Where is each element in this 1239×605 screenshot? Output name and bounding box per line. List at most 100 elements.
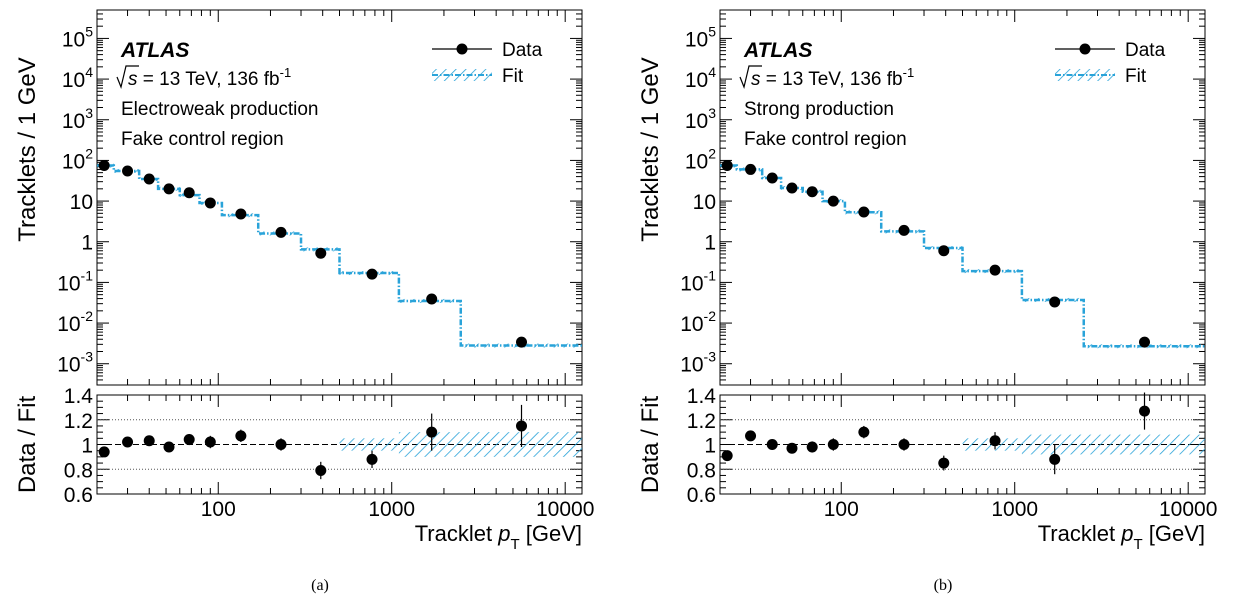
region-annotation: Fake control region bbox=[744, 129, 907, 150]
sqrt-symbol bbox=[739, 65, 762, 89]
region-annotation: Strong production bbox=[744, 99, 894, 120]
ratio-point bbox=[366, 453, 378, 465]
y-tick-label: 10-1 bbox=[680, 267, 716, 295]
y-tick-label: 105 bbox=[62, 23, 93, 51]
legend-data-marker bbox=[456, 43, 468, 55]
sqrt-symbol bbox=[116, 65, 139, 89]
ratio-point bbox=[721, 450, 733, 462]
panel-caption: (a) bbox=[311, 577, 329, 594]
ratio-y-tick-label: 1.4 bbox=[687, 385, 717, 408]
ratio-point bbox=[806, 441, 818, 453]
fit-histogram bbox=[720, 164, 1205, 348]
data-point bbox=[786, 182, 798, 194]
y-tick-label: 10 bbox=[693, 191, 716, 214]
x-axis-ticks bbox=[719, 10, 1189, 494]
y-tick-label: 1 bbox=[81, 232, 93, 255]
data-point bbox=[98, 159, 110, 171]
y-axis-label: Tracklets / 1 GeV bbox=[14, 57, 41, 242]
y-tick-label: 10-2 bbox=[57, 308, 93, 336]
ratio-y-tick-label: 1 bbox=[81, 435, 93, 458]
ratio-point bbox=[204, 436, 216, 448]
data-point bbox=[516, 336, 528, 348]
y-tick-label: 104 bbox=[62, 64, 93, 92]
data-point bbox=[806, 186, 818, 198]
ratio-point bbox=[989, 435, 1001, 447]
ratio-y-tick-label: 1.4 bbox=[64, 385, 94, 408]
data-point bbox=[858, 206, 870, 218]
y-tick-label: 102 bbox=[685, 145, 716, 173]
data-point bbox=[163, 183, 175, 195]
ratio-point bbox=[235, 430, 247, 442]
data-point bbox=[1139, 336, 1151, 348]
data-point bbox=[143, 173, 155, 185]
y-tick-label: 10-2 bbox=[680, 308, 716, 336]
ratio-point bbox=[938, 457, 950, 469]
ratio-y-tick-label: 1.2 bbox=[687, 410, 716, 433]
x-axis-label: Tracklet pT [GeV] bbox=[415, 521, 582, 553]
ratio-point bbox=[827, 439, 839, 450]
panel-a: 100 1000 10000 10-3 10-2 10-1 1 10 102 103 104 105 0… bbox=[14, 9, 594, 594]
ratio-y-tick-label: 0.6 bbox=[687, 484, 716, 507]
data-point bbox=[275, 226, 287, 238]
data-point bbox=[827, 195, 839, 207]
ratio-point bbox=[163, 441, 175, 453]
ratio-point bbox=[98, 446, 110, 458]
legend-fit-band bbox=[432, 69, 492, 81]
y-axis-ticks bbox=[97, 9, 582, 386]
ratio-point bbox=[122, 436, 134, 448]
y-tick-label: 105 bbox=[685, 23, 716, 51]
data-point bbox=[204, 197, 216, 209]
y-tick-label: 10-1 bbox=[57, 267, 93, 295]
legend-data-label: Data bbox=[502, 40, 543, 61]
ratio-point bbox=[275, 439, 287, 450]
x-tick-label: 100 bbox=[824, 498, 859, 521]
ratio-y-tick-label: 0.8 bbox=[64, 459, 93, 482]
panel-b: 100 1000 10000 10-3 10-2 10-1 1 10 102 103 104 105 0… bbox=[637, 9, 1217, 594]
ratio-point bbox=[426, 426, 438, 438]
fit-ratio-band bbox=[339, 438, 399, 451]
y-tick-label: 1 bbox=[704, 232, 716, 255]
data-point bbox=[938, 245, 950, 257]
energy-lumi-label: s = 13 TeV, 136 fb-1 bbox=[751, 65, 914, 90]
atlas-label: ATLAS bbox=[743, 39, 812, 62]
x-tick-label: 10000 bbox=[536, 498, 594, 521]
x-axis-label: Tracklet pT [GeV] bbox=[1038, 521, 1205, 553]
y-tick-label: 10 bbox=[70, 191, 93, 214]
ratio-point bbox=[143, 435, 155, 447]
ratio-point bbox=[745, 430, 757, 442]
panel-caption: (b) bbox=[934, 577, 953, 594]
ratio-y-axis-label: Data / Fit bbox=[637, 395, 664, 493]
ratio-point bbox=[183, 434, 195, 446]
ratio-point bbox=[315, 464, 327, 476]
data-point bbox=[183, 187, 195, 199]
data-point bbox=[1049, 296, 1061, 308]
ratio-point bbox=[516, 420, 528, 432]
data-point bbox=[122, 165, 134, 177]
ratio-y-tick-label: 1 bbox=[704, 435, 716, 458]
y-tick-label: 102 bbox=[62, 145, 93, 173]
x-tick-label: 100 bbox=[201, 498, 236, 521]
ratio-point bbox=[1139, 405, 1151, 417]
ratio-point bbox=[786, 442, 798, 454]
x-tick-label: 1000 bbox=[991, 498, 1038, 521]
legend-fit-label: Fit bbox=[1125, 66, 1147, 87]
data-point bbox=[989, 264, 1001, 276]
region-annotation: Fake control region bbox=[121, 129, 284, 150]
region-annotation: Electroweak production bbox=[121, 99, 319, 120]
ratio-y-tick-label: 1.2 bbox=[64, 410, 93, 433]
atlas-label: ATLAS bbox=[120, 39, 189, 62]
data-point bbox=[315, 247, 327, 259]
ratio-point bbox=[766, 439, 778, 450]
x-tick-label: 1000 bbox=[368, 498, 415, 521]
y-tick-label: 10-3 bbox=[680, 349, 716, 377]
fit-ratio-band bbox=[398, 432, 582, 457]
ratio-y-tick-label: 0.6 bbox=[64, 484, 93, 507]
legend-fit-band bbox=[1055, 69, 1115, 81]
y-tick-label: 104 bbox=[685, 64, 716, 92]
y-tick-label: 103 bbox=[685, 105, 716, 133]
data-point bbox=[898, 224, 910, 236]
legend-data-marker bbox=[1079, 43, 1091, 55]
y-tick-label: 10-3 bbox=[57, 349, 93, 377]
fit-ratio-band bbox=[1021, 434, 1205, 455]
